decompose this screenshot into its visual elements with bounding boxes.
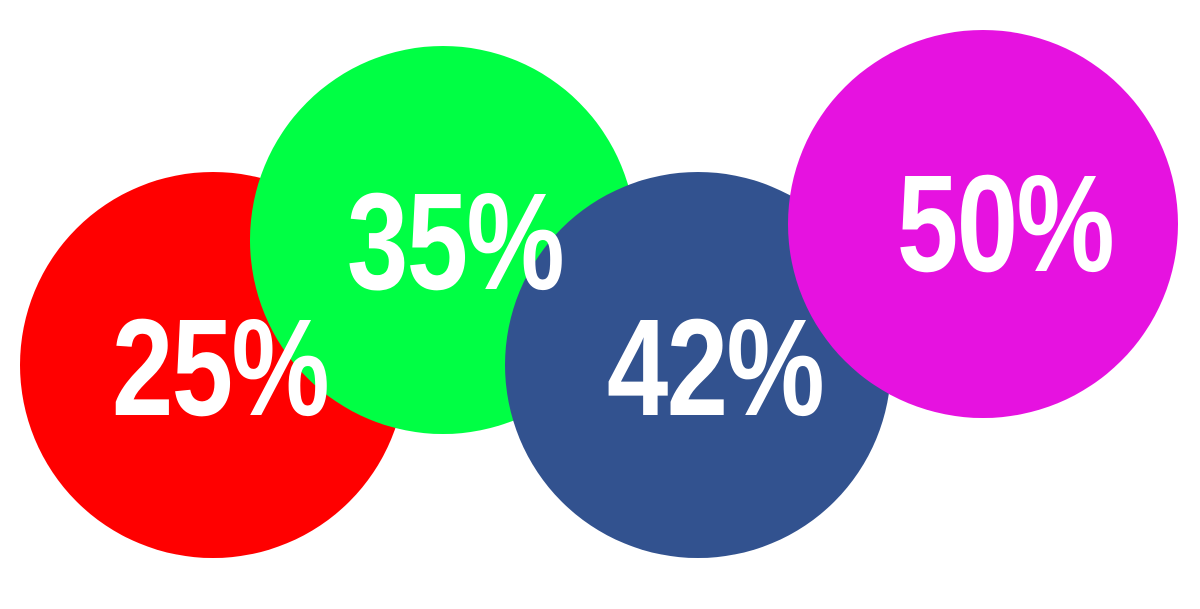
percent-label-50: 50% xyxy=(896,147,1115,301)
percent-label-42: 42% xyxy=(606,291,825,445)
percent-label-25: 25% xyxy=(111,291,330,445)
circle-magenta xyxy=(788,30,1178,418)
percent-label-35: 35% xyxy=(346,165,565,319)
